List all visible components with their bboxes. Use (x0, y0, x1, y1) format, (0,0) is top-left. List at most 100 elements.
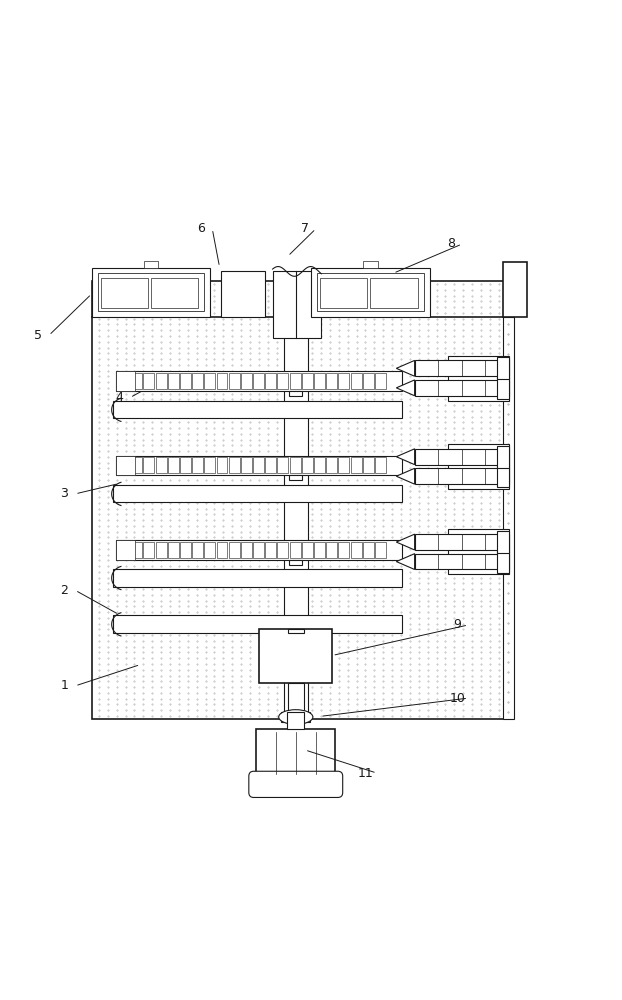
Bar (290, 542, 300, 558)
Bar (216, 373, 228, 389)
Polygon shape (396, 380, 415, 396)
Bar (266, 373, 276, 389)
Bar (116, 456, 136, 475)
Bar (168, 542, 179, 558)
Bar (415, 449, 509, 465)
Bar (284, 281, 308, 719)
Ellipse shape (279, 710, 313, 724)
Bar (363, 261, 378, 268)
Bar (241, 457, 252, 473)
Bar (314, 542, 325, 558)
Bar (497, 531, 509, 553)
Bar (288, 683, 304, 719)
Bar (363, 457, 374, 473)
Bar (156, 373, 167, 389)
Bar (302, 457, 313, 473)
FancyBboxPatch shape (249, 771, 343, 797)
Bar (204, 457, 215, 473)
Bar (290, 373, 300, 389)
Bar (290, 457, 300, 473)
Bar (259, 629, 332, 683)
Bar (497, 357, 509, 379)
Bar (113, 485, 402, 502)
Bar (503, 317, 514, 719)
Bar (497, 446, 509, 468)
Text: 6: 6 (197, 222, 205, 235)
Bar (204, 373, 215, 389)
Bar (448, 356, 509, 401)
Bar (375, 373, 386, 389)
Polygon shape (396, 449, 415, 465)
Bar (156, 542, 167, 558)
Bar (91, 268, 210, 317)
Bar (229, 542, 239, 558)
Bar (371, 278, 418, 308)
Bar (302, 542, 313, 558)
Bar (272, 271, 322, 338)
Bar (320, 278, 368, 308)
Bar (277, 457, 289, 473)
Bar (375, 542, 386, 558)
Text: 2: 2 (60, 584, 68, 597)
Bar (289, 560, 302, 565)
Bar (143, 542, 154, 558)
Bar (415, 554, 509, 569)
Bar (116, 540, 402, 560)
Bar (180, 373, 191, 389)
Bar (180, 542, 191, 558)
Bar (363, 373, 374, 389)
Bar (266, 542, 276, 558)
Bar (229, 457, 239, 473)
Text: 5: 5 (34, 329, 42, 342)
Text: 3: 3 (60, 487, 68, 500)
Bar (143, 457, 154, 473)
Bar (119, 373, 130, 389)
Bar (266, 457, 276, 473)
Bar (101, 278, 148, 308)
Bar (497, 465, 509, 487)
Bar (253, 457, 264, 473)
Bar (314, 457, 325, 473)
Bar (277, 542, 289, 558)
Bar (168, 457, 179, 473)
Bar (415, 468, 509, 484)
Text: 8: 8 (447, 237, 455, 250)
Bar (448, 444, 509, 489)
Bar (253, 373, 264, 389)
Bar (131, 542, 142, 558)
Bar (216, 457, 228, 473)
Text: 11: 11 (358, 767, 374, 780)
Bar (503, 262, 527, 317)
Bar (119, 457, 130, 473)
Bar (151, 278, 198, 308)
Bar (302, 373, 313, 389)
Polygon shape (396, 360, 415, 376)
Bar (415, 534, 509, 550)
Bar (253, 542, 264, 558)
Bar (91, 281, 506, 719)
Bar (338, 542, 350, 558)
Bar (317, 273, 424, 311)
Bar (241, 373, 252, 389)
Text: 9: 9 (453, 618, 462, 631)
Bar (113, 569, 402, 587)
Bar (338, 373, 350, 389)
Bar (192, 457, 203, 473)
Text: 10: 10 (449, 692, 465, 705)
Polygon shape (396, 468, 415, 484)
Bar (287, 712, 304, 729)
Bar (143, 373, 154, 389)
Bar (277, 373, 289, 389)
Polygon shape (396, 534, 415, 550)
Text: 1: 1 (60, 679, 68, 692)
Bar (144, 261, 159, 268)
Bar (415, 380, 509, 396)
Bar (131, 373, 142, 389)
Bar (156, 457, 167, 473)
Bar (338, 457, 350, 473)
Bar (497, 377, 509, 399)
Bar (288, 629, 304, 633)
Bar (113, 401, 402, 418)
Bar (415, 360, 509, 376)
Bar (375, 457, 386, 473)
